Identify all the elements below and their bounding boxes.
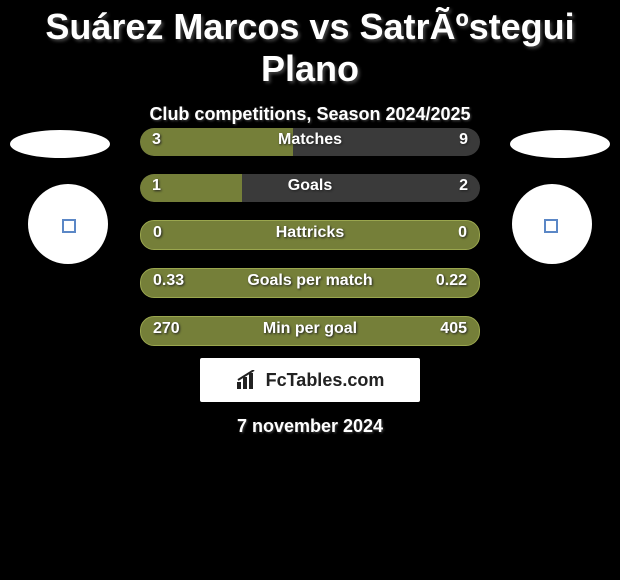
stat-right-value: 2 [459, 177, 468, 195]
page-title: Suárez Marcos vs SatrÃºstegui Plano [0, 6, 620, 90]
chart-area: 3Matches9 1Goals2 0Hattricks0 0.33Goals per… [0, 124, 620, 464]
comparison-card: Suárez Marcos vs SatrÃºstegui Plano Club… [0, 6, 620, 580]
stat-left-value: 0 [153, 224, 162, 242]
stat-right-value: 0.22 [436, 272, 467, 290]
stat-row-fill [140, 174, 242, 202]
stat-label: Goals per match [141, 272, 479, 290]
stat-row: 3Matches9 [140, 128, 480, 156]
stat-row: 0Hattricks0 [140, 220, 480, 250]
stat-left-value: 270 [153, 320, 180, 338]
brand-bars-icon [236, 370, 260, 390]
player-right-ellipse [510, 130, 610, 158]
player-left-ellipse [10, 130, 110, 158]
stat-row: 0.33Goals per match0.22 [140, 268, 480, 298]
stat-label: Hattricks [141, 224, 479, 242]
stat-row-fill [140, 128, 293, 156]
stat-row: 1Goals2 [140, 174, 480, 202]
player-left-badge-icon [62, 219, 76, 233]
stat-right-value: 9 [459, 131, 468, 149]
bars-column: 3Matches9 1Goals2 0Hattricks0 0.33Goals per… [140, 128, 480, 364]
brand-text: FcTables.com [266, 370, 385, 391]
stat-right-value: 405 [440, 320, 467, 338]
date-text: 7 november 2024 [0, 416, 620, 437]
brand-badge: FcTables.com [200, 358, 420, 402]
stat-label: Min per goal [141, 320, 479, 338]
page-subtitle: Club competitions, Season 2024/2025 [0, 104, 620, 125]
stat-left-value: 0.33 [153, 272, 184, 290]
stat-row: 270Min per goal405 [140, 316, 480, 346]
player-right-badge-icon [544, 219, 558, 233]
stat-right-value: 0 [458, 224, 467, 242]
